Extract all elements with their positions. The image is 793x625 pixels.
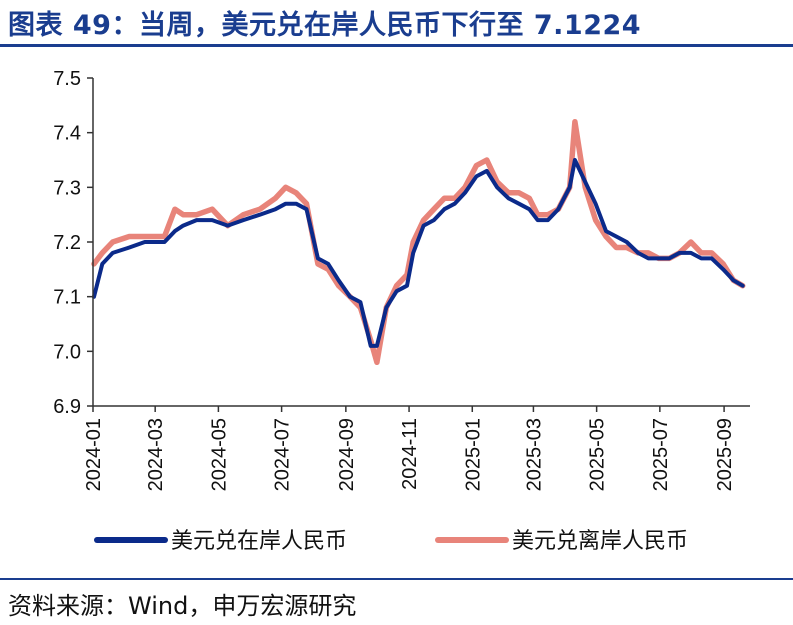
y-tick-label: 7.1 — [53, 287, 81, 309]
legend-label: 美元兑在岸人民币 — [171, 529, 347, 554]
x-tick-label: 2025-01 — [462, 418, 484, 491]
chart-title: 图表 49：当周，美元兑在岸人民币下行至 7.1224 — [8, 10, 642, 41]
y-tick-label: 6.9 — [53, 396, 81, 418]
series-layer — [91, 118, 746, 366]
x-tick-label: 2024-01 — [83, 418, 105, 491]
y-tick-label: 7.5 — [53, 68, 81, 90]
series-line-onshore — [92, 158, 745, 348]
y-tick-label: 7.0 — [53, 341, 81, 363]
y-tick-label: 7.4 — [53, 123, 81, 145]
legend-item-onshore: 美元兑在岸人民币 — [94, 529, 347, 554]
x-tick-label: 2025-09 — [714, 418, 736, 491]
x-tick-label: 2025-07 — [650, 418, 672, 491]
y-tick-label: 7.2 — [53, 232, 81, 254]
x-tick-label: 2024-03 — [145, 418, 167, 491]
line-chart: 6.9 7.0 7.1 7.2 7.3 7.4 7.5 2024-01 2024-03 2024-… — [53, 68, 750, 554]
y-tick-label: 7.3 — [53, 177, 81, 199]
source-divider — [0, 578, 793, 580]
x-tick-label: 2024-09 — [336, 418, 358, 491]
title-divider — [0, 44, 793, 47]
x-tick-label: 2025-05 — [587, 418, 609, 491]
legend-item-offshore: 美元兑离岸人民币 — [435, 529, 688, 554]
source-note: 资料来源：Wind，申万宏源研究 — [8, 592, 357, 620]
x-tick-label: 2024-11 — [399, 418, 421, 490]
legend: 美元兑在岸人民币 美元兑离岸人民币 — [94, 529, 688, 554]
legend-label: 美元兑离岸人民币 — [512, 529, 688, 554]
axes-layer: 6.9 7.0 7.1 7.2 7.3 7.4 7.5 2024-01 2024-03 2024-… — [53, 68, 750, 491]
x-tick-label: 2025-03 — [523, 418, 545, 491]
x-tick-label: 2024-05 — [208, 418, 230, 491]
x-tick-label: 2024-07 — [272, 418, 294, 491]
